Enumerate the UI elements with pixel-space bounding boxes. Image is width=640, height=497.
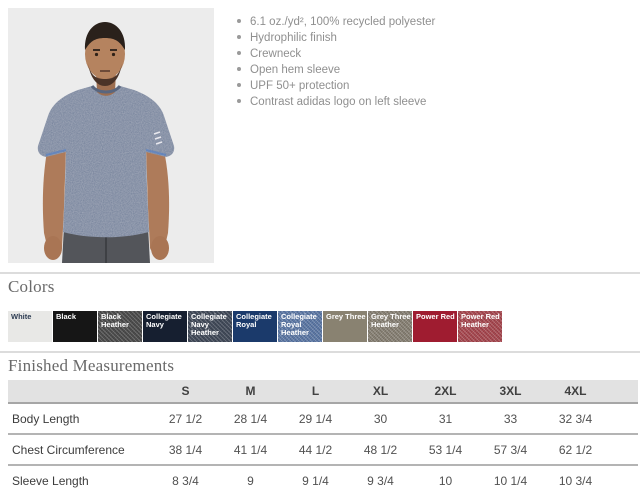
colors-section-title: Colors: [8, 277, 55, 296]
measurement-value: 8 3/4: [172, 473, 199, 488]
size-column-3xl: 3XL: [499, 384, 522, 398]
measurement-value: 33: [503, 411, 518, 426]
color-swatch-white[interactable]: White: [8, 311, 52, 342]
feature-text: Contrast adidas logo on left sleeve: [250, 96, 427, 108]
feature-text: UPF 50+ protection: [250, 80, 350, 92]
color-swatch-black[interactable]: Black: [53, 311, 97, 342]
measurement-value: 28 1/4: [233, 411, 268, 426]
feature-item: Contrast adidas logo on left sleeve: [237, 94, 627, 110]
measurement-row-chest-circumference: Chest Circumference 38 1/4 41 1/4 44 1/2 48 …: [8, 435, 638, 466]
measurement-value: 31: [438, 411, 453, 426]
size-column-l: L: [311, 384, 320, 398]
measurement-value: 41 1/4: [233, 442, 268, 457]
bullet-icon: [237, 19, 241, 23]
measurement-value: 53 1/4: [428, 442, 463, 457]
color-swatch-collegiate-royal[interactable]: Collegiate Royal: [233, 311, 277, 342]
measurement-value: 9 1/4: [302, 473, 329, 488]
colors-section-divider: [0, 272, 640, 274]
color-swatch-power-red[interactable]: Power Red: [413, 311, 457, 342]
measurement-value: 10 3/4: [558, 473, 593, 488]
measurement-row-label: Body Length: [12, 411, 80, 426]
color-swatch-collegiate-navy-heather[interactable]: Collegiate Navy Heather: [188, 311, 232, 342]
measurement-value: 38 1/4: [168, 442, 203, 457]
size-column-m: M: [245, 384, 256, 398]
feature-item: Hydrophilic finish: [237, 30, 627, 46]
size-column-2xl: 2XL: [434, 384, 457, 398]
measurements-section-divider: [0, 351, 640, 353]
measurements-table: S M L XL 2XL 3XL 4XL Body Length 27 1/2 28 1/4 29…: [8, 380, 638, 495]
measurement-row-label: Chest Circumference: [12, 442, 125, 457]
size-header-row: S M L XL 2XL 3XL 4XL: [8, 380, 638, 404]
model-wearing-tshirt-illustration: [8, 8, 214, 263]
bullet-icon: [237, 51, 241, 55]
measurement-value: 32 3/4: [558, 411, 593, 426]
color-swatch-strip: White Black Black Heather Collegiate Navy Co…: [8, 311, 502, 342]
measurement-value: 27 1/2: [168, 411, 203, 426]
measurement-value: 9 3/4: [367, 473, 394, 488]
measurement-value: 57 3/4: [493, 442, 528, 457]
feature-text: Crewneck: [250, 48, 302, 60]
measurement-row-body-length: Body Length 27 1/2 28 1/4 29 1/4 30 31 33 32 3/…: [8, 404, 638, 435]
size-column-4xl: 4XL: [564, 384, 587, 398]
size-column-s: S: [181, 384, 190, 398]
bullet-icon: [237, 99, 241, 103]
measurement-row-label: Sleeve Length: [12, 473, 89, 488]
feature-item: 6.1 oz./yd², 100% recycled polyester: [237, 14, 627, 30]
feature-text: Hydrophilic finish: [250, 32, 337, 44]
bullet-icon: [237, 35, 241, 39]
measurement-value: 30: [373, 411, 388, 426]
feature-list: 6.1 oz./yd², 100% recycled polyester Hydr…: [237, 14, 627, 110]
measurement-value: 10: [438, 473, 453, 488]
feature-text: 6.1 oz./yd², 100% recycled polyester: [250, 16, 436, 28]
size-column-xl: XL: [372, 384, 389, 398]
product-photo: [8, 8, 214, 263]
bullet-icon: [237, 83, 241, 87]
measurement-value: 48 1/2: [363, 442, 398, 457]
measurement-value: 9: [247, 473, 254, 488]
measurements-section-title: Finished Measurements: [8, 356, 175, 375]
feature-text: Open hem sleeve: [250, 64, 341, 76]
measurement-value: 10 1/4: [493, 473, 528, 488]
measurement-value: 44 1/2: [298, 442, 333, 457]
measurement-value: 29 1/4: [298, 411, 333, 426]
measurement-value: 62 1/2: [558, 442, 593, 457]
color-swatch-power-red-heather[interactable]: Power Red Heather: [458, 311, 502, 342]
color-swatch-collegiate-royal-heather[interactable]: Collegiate Royal Heather: [278, 311, 322, 342]
color-swatch-grey-three[interactable]: Grey Three: [323, 311, 367, 342]
feature-item: Crewneck: [237, 46, 627, 62]
color-swatch-grey-three-heather[interactable]: Grey Three Heather: [368, 311, 412, 342]
color-swatch-collegiate-navy[interactable]: Collegiate Navy: [143, 311, 187, 342]
feature-item: UPF 50+ protection: [237, 78, 627, 94]
bullet-icon: [237, 67, 241, 71]
color-swatch-black-heather[interactable]: Black Heather: [98, 311, 142, 342]
feature-item: Open hem sleeve: [237, 62, 627, 78]
measurement-row-sleeve-length: Sleeve Length 8 3/4 9 9 1/4 9 3/4 10 10 1/4 10 …: [8, 466, 638, 495]
